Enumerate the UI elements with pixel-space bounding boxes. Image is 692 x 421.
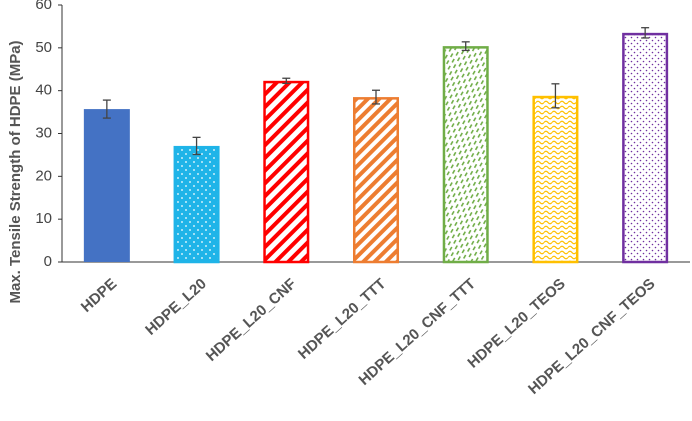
error-bar bbox=[372, 89, 380, 105]
error-bar bbox=[282, 77, 291, 85]
y-tick-label: 40 bbox=[35, 82, 52, 99]
y-tick-label: 20 bbox=[35, 167, 52, 184]
y-axis-label: Max. Tensile Strength of HDPE (MPa) bbox=[7, 40, 24, 303]
x-tick-label: HDPE bbox=[78, 275, 120, 316]
x-tick-label: HDPE_L20 bbox=[142, 275, 210, 338]
bar bbox=[532, 95, 579, 264]
y-tick-label: 60 bbox=[35, 0, 52, 13]
error-bar bbox=[641, 27, 650, 39]
bar bbox=[173, 145, 220, 264]
y-tick-label: 30 bbox=[35, 124, 52, 141]
x-tick-label: HDPE_L20_TTT bbox=[295, 275, 389, 362]
bar bbox=[442, 46, 489, 264]
x-tick-label: HDPE_L20_CNF bbox=[203, 275, 300, 365]
bar bbox=[263, 80, 310, 264]
error-bar bbox=[192, 136, 201, 156]
bar bbox=[622, 32, 669, 264]
bar bbox=[353, 97, 399, 264]
x-tick-label: HDPE_L20_TEOS bbox=[464, 275, 568, 371]
y-tick-label: 50 bbox=[35, 39, 52, 56]
error-bar bbox=[102, 99, 111, 119]
y-tick-label: 0 bbox=[44, 253, 52, 270]
y-tick-label: 10 bbox=[35, 210, 52, 227]
error-bar bbox=[551, 83, 560, 109]
error-bar bbox=[461, 41, 470, 52]
bar bbox=[83, 109, 130, 263]
